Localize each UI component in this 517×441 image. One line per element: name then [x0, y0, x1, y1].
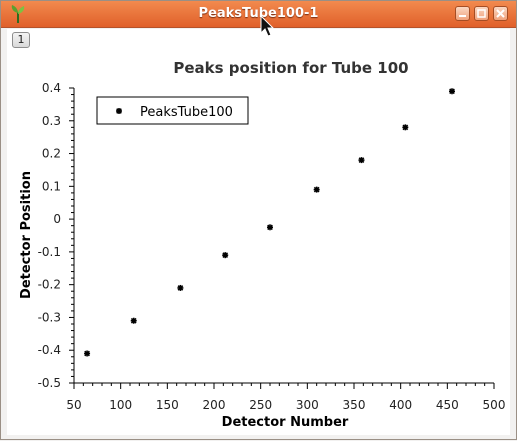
marker-stroke: [313, 186, 320, 193]
x-tick-label: 200: [203, 398, 226, 412]
x-tick-label: 50: [66, 398, 81, 412]
y-axis-label: Detector Position: [19, 171, 34, 299]
data-point: [84, 350, 91, 357]
y-tick-label: -0.5: [38, 376, 61, 390]
legend-label: PeaksTube100: [140, 105, 233, 120]
plot-axes: 0.4 0.3 0.2 0.1 0 -0.1 -0.2 -0.3 -0.4 -0.5 50 100 15…: [38, 81, 506, 412]
chart-title: Peaks position for Tube 100: [173, 59, 408, 77]
x-tick-label: 100: [109, 398, 132, 412]
y-tick-label: -0.1: [38, 245, 61, 259]
data-point: [130, 317, 137, 324]
mouse-cursor-icon: [260, 15, 275, 37]
legend-marker: [116, 108, 122, 114]
x-tick-label: 400: [389, 398, 412, 412]
data-point: [358, 157, 365, 164]
x-axis-label: Detector Number: [222, 415, 349, 430]
y-tick-label: -0.2: [38, 278, 61, 292]
close-icon: [496, 9, 505, 18]
x-tick-label: 300: [296, 398, 319, 412]
marker-stroke: [177, 285, 184, 291]
marker-stroke: [267, 224, 273, 231]
marker-stroke: [130, 317, 137, 324]
figure-number-badge[interactable]: 1: [12, 32, 30, 48]
x-tick-label: 150: [156, 398, 179, 412]
y-tick-label: 0: [53, 212, 61, 226]
x-tick-label: 500: [483, 398, 506, 412]
y-tick-label: 0.2: [42, 147, 61, 161]
marker-stroke: [358, 157, 365, 163]
x-tick-label: 350: [343, 398, 366, 412]
data-points: [84, 88, 455, 357]
x-tick-label: 250: [249, 398, 272, 412]
data-point: [267, 224, 273, 231]
data-point: [177, 284, 184, 291]
minimize-button[interactable]: [455, 6, 470, 21]
legend: PeaksTube100: [96, 96, 249, 125]
marker-stroke: [116, 108, 122, 114]
data-point: [222, 252, 229, 259]
legend-box: [96, 96, 249, 125]
y-tick-label: 0.1: [42, 179, 61, 193]
marker-stroke: [222, 252, 229, 259]
marker-stroke: [402, 124, 409, 131]
data-point: [313, 186, 320, 193]
data-point: [449, 88, 455, 95]
data-point: [402, 124, 409, 131]
plot-canvas-area: [7, 29, 510, 435]
y-tick-label: 0.3: [42, 114, 61, 128]
marker-stroke: [84, 350, 90, 357]
minimize-icon: [459, 15, 466, 17]
close-button[interactable]: [493, 6, 508, 21]
legend-marker-star: [116, 108, 122, 114]
maximize-button[interactable]: [474, 6, 489, 21]
y-tick-label: -0.3: [38, 310, 61, 324]
window-title: PeaksTube100-1: [198, 6, 319, 21]
python-leaf-icon: [11, 5, 25, 23]
x-tick-label: 450: [436, 398, 459, 412]
marker-stroke: [449, 88, 455, 95]
maximize-icon: [477, 9, 486, 18]
y-tick-label: -0.4: [38, 343, 61, 357]
title-bar[interactable]: PeaksTube100-1: [1, 1, 516, 28]
y-tick-label: 0.4: [42, 81, 61, 95]
